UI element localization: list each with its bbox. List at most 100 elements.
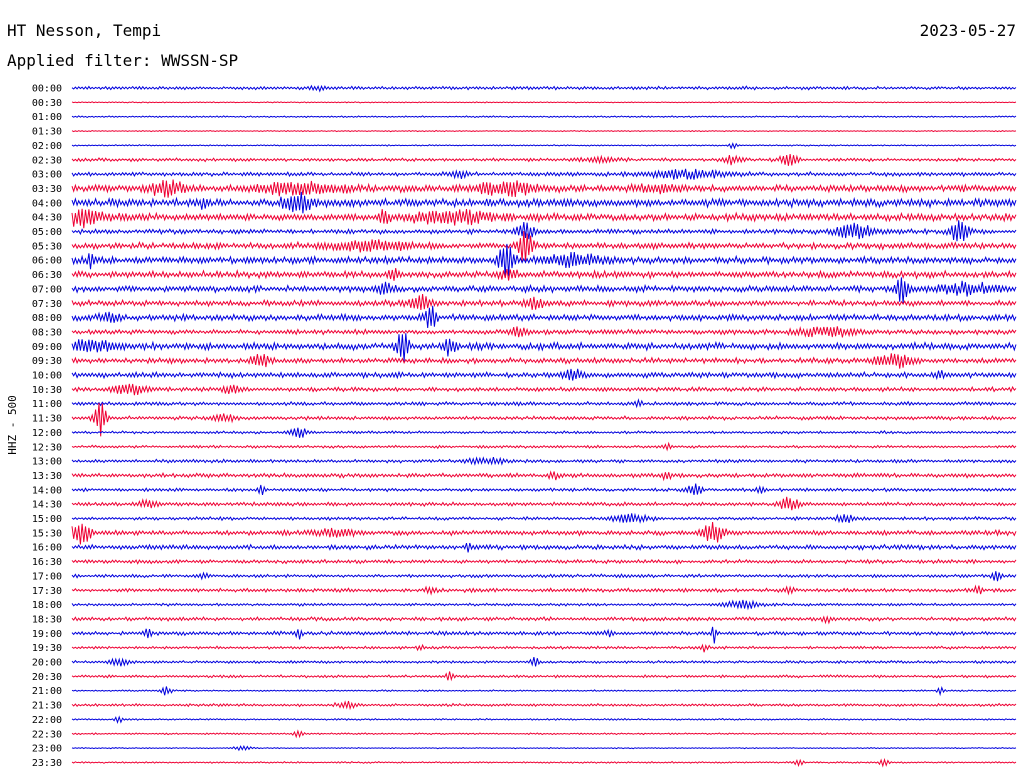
trace-line — [71, 626, 1017, 644]
time-tick-label: 08:30 — [32, 327, 62, 338]
time-tick-label: 03:30 — [32, 184, 62, 195]
time-tick-label: 20:00 — [32, 658, 62, 669]
time-tick-label: 02:00 — [32, 141, 62, 152]
trace-line — [71, 268, 1017, 281]
time-tick-label: 00:30 — [32, 98, 62, 109]
time-tick-label: 07:30 — [32, 299, 62, 310]
time-tick-label: 22:00 — [32, 715, 62, 726]
time-tick-label: 17:30 — [32, 586, 62, 597]
trace-line — [71, 168, 1017, 180]
trace-line — [71, 571, 1017, 582]
trace-line — [71, 671, 1017, 682]
trace-line — [71, 231, 1017, 263]
trace-line — [71, 744, 1017, 752]
trace-line — [71, 326, 1017, 338]
trace-line — [71, 521, 1017, 545]
time-tick-label: 19:00 — [32, 629, 62, 640]
time-tick-label: 04:30 — [32, 213, 62, 224]
trace-line — [71, 657, 1017, 667]
time-tick-label: 13:00 — [32, 457, 62, 468]
trace-line — [71, 643, 1017, 653]
time-tick-label: 06:00 — [32, 256, 62, 267]
trace-line — [71, 441, 1017, 452]
trace-line — [71, 129, 1017, 133]
trace-line — [71, 512, 1017, 524]
trace-line — [71, 715, 1017, 725]
time-tick-label: 18:00 — [32, 600, 62, 611]
time-tick-label: 00:00 — [32, 84, 62, 95]
time-tick-label: 16:30 — [32, 557, 62, 568]
trace-line — [71, 208, 1017, 229]
trace-line — [71, 456, 1017, 466]
time-tick-label: 12:30 — [32, 442, 62, 453]
trace-line — [71, 84, 1017, 93]
time-tick-label: 07:00 — [32, 284, 62, 295]
time-tick-label: 05:30 — [32, 241, 62, 252]
trace-line — [71, 333, 1017, 362]
trace-line — [71, 368, 1017, 381]
trace-line — [71, 220, 1017, 242]
time-tick-label: 23:00 — [32, 744, 62, 755]
time-tick-label: 10:30 — [32, 385, 62, 396]
trace-line — [71, 353, 1017, 369]
trace-line — [71, 685, 1017, 697]
time-tick-label: 21:00 — [32, 686, 62, 697]
trace-line — [71, 599, 1017, 611]
time-tick-label: 18:30 — [32, 614, 62, 625]
time-tick-label: 12:00 — [32, 428, 62, 439]
trace-line — [71, 142, 1017, 150]
trace-line — [71, 383, 1017, 396]
time-tick-label: 01:00 — [32, 112, 62, 123]
time-tick-label: 15:00 — [32, 514, 62, 525]
time-tick-label: 20:30 — [32, 672, 62, 683]
station-title: HT Nesson, Tempi — [7, 21, 161, 40]
time-tick-label: 11:00 — [32, 399, 62, 410]
time-tick-label: 09:00 — [32, 342, 62, 353]
trace-line — [71, 294, 1017, 311]
time-tick-label: 19:30 — [32, 643, 62, 654]
trace-line — [71, 305, 1017, 328]
trace-line — [71, 542, 1017, 553]
trace-line — [71, 483, 1017, 495]
time-tick-label: 14:00 — [32, 485, 62, 496]
trace-line — [71, 115, 1017, 119]
trace-line — [71, 496, 1017, 511]
trace-line — [71, 403, 1017, 437]
time-tick-label: 15:30 — [32, 528, 62, 539]
time-tick-label: 16:00 — [32, 543, 62, 554]
trace-line — [71, 729, 1017, 739]
trace-line — [71, 615, 1017, 625]
filter-label: Applied filter: WWSSN-SP — [7, 51, 238, 70]
time-tick-label: 03:00 — [32, 170, 62, 181]
trace-line — [71, 398, 1017, 409]
trace-line — [71, 191, 1017, 214]
time-tick-label: 13:30 — [32, 471, 62, 482]
trace-line — [71, 558, 1017, 565]
time-tick-label: 08:00 — [32, 313, 62, 324]
date-label: 2023-05-27 — [920, 21, 1016, 40]
trace-line — [71, 470, 1017, 482]
time-tick-label: 17:00 — [32, 571, 62, 582]
time-tick-label: 02:30 — [32, 155, 62, 166]
trace-line — [71, 584, 1017, 596]
time-tick-label: 05:00 — [32, 227, 62, 238]
time-tick-label: 23:30 — [32, 758, 62, 769]
trace-line — [71, 700, 1017, 711]
y-axis-label: HHZ - 500 — [6, 395, 19, 455]
time-tick-label: 11:30 — [32, 414, 62, 425]
trace-line — [71, 179, 1017, 198]
trace-line — [71, 154, 1017, 166]
time-tick-label: 04:00 — [32, 198, 62, 209]
time-tick-label: 01:30 — [32, 127, 62, 138]
time-tick-label: 22:30 — [32, 729, 62, 740]
trace-line — [71, 427, 1017, 438]
trace-line — [71, 101, 1017, 104]
time-tick-label: 14:30 — [32, 500, 62, 511]
time-tick-label: 09:30 — [32, 356, 62, 367]
trace-line — [71, 757, 1017, 768]
trace-line — [71, 243, 1017, 278]
time-tick-label: 21:30 — [32, 701, 62, 712]
time-tick-label: 06:30 — [32, 270, 62, 281]
trace-line — [71, 277, 1017, 304]
